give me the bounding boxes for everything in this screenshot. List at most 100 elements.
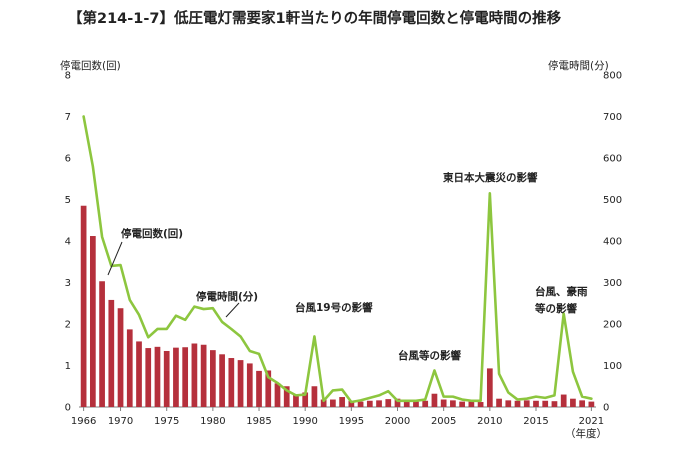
- bar-1987: [274, 383, 281, 407]
- bar-1975: [163, 350, 170, 407]
- bar-2000: [394, 398, 401, 407]
- x-tick-2021: 2021: [579, 416, 604, 427]
- bar-2012: [505, 400, 512, 407]
- bar-2005: [440, 399, 447, 407]
- bar-1976: [173, 347, 179, 407]
- bar-1979: [200, 344, 207, 407]
- y-left-tick-2: 2: [65, 320, 71, 331]
- y-left-tick-5: 5: [65, 195, 71, 206]
- y-right-tick-100: 100: [603, 361, 622, 372]
- x-tick-1970: 1970: [108, 416, 133, 427]
- bar-1983: [237, 360, 244, 407]
- bar-2019: [570, 398, 576, 407]
- x-tick-1985: 1985: [246, 416, 271, 427]
- bar-2010: [486, 368, 493, 407]
- bar-2004: [431, 393, 438, 407]
- bar-1989: [293, 394, 299, 407]
- y-right-tick-200: 200: [603, 320, 622, 331]
- y-left-tick-3: 3: [65, 278, 71, 289]
- annotations: 停電回数(回) 停電時間(分) 台風19号の影響 台風等の影響 東日本大震災の影…: [107, 171, 588, 362]
- annotation-time-leader: [225, 302, 240, 318]
- y-left-tick-6: 6: [65, 154, 71, 165]
- bar-1971: [126, 329, 133, 407]
- bar-1985: [256, 370, 262, 407]
- x-tick-2010: 2010: [477, 416, 502, 427]
- bar-1991: [311, 386, 318, 407]
- bar-2009: [477, 402, 484, 407]
- bar-1967: [89, 236, 96, 407]
- bar-1998: [376, 400, 382, 407]
- x-tick-1990: 1990: [292, 416, 317, 427]
- bar-1974: [154, 346, 161, 407]
- bar-2006: [450, 400, 456, 407]
- bar-1968: [99, 281, 105, 407]
- y-right-tick-800: 800: [603, 71, 622, 82]
- x-tick-1980: 1980: [200, 416, 225, 427]
- bar-2014: [523, 400, 530, 407]
- y-left-tick-4: 4: [65, 237, 71, 248]
- bar-2003: [422, 400, 429, 407]
- y-right-tick-600: 600: [603, 154, 622, 165]
- bar-1990: [302, 392, 309, 407]
- annotation-typhoon-etc: 台風等の影響: [398, 349, 461, 362]
- bar-1972: [136, 341, 142, 407]
- x-axis-unit-label: （年度）: [565, 427, 607, 440]
- annotation-typhoon-rain-line1: 台風、豪雨: [535, 285, 588, 298]
- bar-1984: [246, 363, 253, 407]
- y-left-tick-8: 8: [65, 71, 71, 82]
- bar-1999: [385, 399, 392, 407]
- y-right-axis-label: 停電時間(分): [548, 59, 609, 72]
- bar-1994: [339, 397, 345, 407]
- y-left-tick-1: 1: [65, 361, 71, 372]
- bar-1992: [320, 399, 327, 407]
- tick-labels: 0 1 2 3 4 5 6 7 8 0 100 200 300 400 500 600 700 800 1966 19…: [65, 71, 622, 428]
- bar-1996: [357, 401, 364, 407]
- line-series: [82, 115, 593, 404]
- bar-series: [80, 205, 595, 407]
- x-tick-1966: 1966: [71, 416, 96, 427]
- bar-2016: [542, 400, 549, 407]
- x-tick-1975: 1975: [154, 416, 179, 427]
- y-right-tick-500: 500: [603, 195, 622, 206]
- bar-1977: [182, 347, 189, 407]
- bar-1993: [330, 399, 336, 407]
- bar-2017: [551, 401, 558, 407]
- y-right-tick-0: 0: [603, 403, 609, 414]
- annotation-count-leader: [107, 241, 123, 276]
- bar-2008: [468, 401, 475, 407]
- annotation-time-label: 停電時間(分): [196, 290, 258, 303]
- bar-1978: [191, 343, 198, 407]
- bar-2001: [403, 401, 410, 407]
- y-right-tick-400: 400: [603, 237, 622, 248]
- bar-1986: [265, 370, 272, 407]
- y-left-tick-7: 7: [65, 112, 71, 123]
- y-right-tick-700: 700: [603, 112, 622, 123]
- bar-1966: [80, 205, 87, 407]
- x-tick-2005: 2005: [431, 416, 456, 427]
- bar-2013: [514, 400, 521, 407]
- bar-2021: [588, 401, 595, 407]
- chart-title: 【第214-1-7】低圧電灯需要家1軒当たりの年間停電回数と停電時間の推移: [68, 11, 562, 27]
- annotation-typhoon19: 台風19号の影響: [295, 301, 373, 314]
- annotation-typhoon-rain-line2: 等の影響: [534, 302, 577, 315]
- bar-1973: [145, 348, 152, 407]
- bar-2007: [459, 401, 465, 407]
- bar-1980: [210, 350, 216, 407]
- line-outage-minutes: [82, 115, 593, 404]
- x-tick-2000: 2000: [385, 416, 410, 427]
- bar-1995: [348, 400, 355, 407]
- bar-1969: [108, 299, 115, 407]
- y-left-tick-0: 0: [65, 403, 71, 414]
- x-tick-2015: 2015: [523, 416, 548, 427]
- y-right-tick-300: 300: [603, 278, 622, 289]
- bar-1970: [117, 308, 124, 407]
- y-left-axis-label: 停電回数(回): [60, 59, 121, 72]
- bar-1997: [366, 400, 373, 407]
- bar-1981: [219, 354, 225, 407]
- bar-2011: [496, 398, 502, 407]
- bar-2015: [533, 400, 539, 407]
- bar-2020: [579, 400, 586, 407]
- bar-1982: [228, 358, 235, 407]
